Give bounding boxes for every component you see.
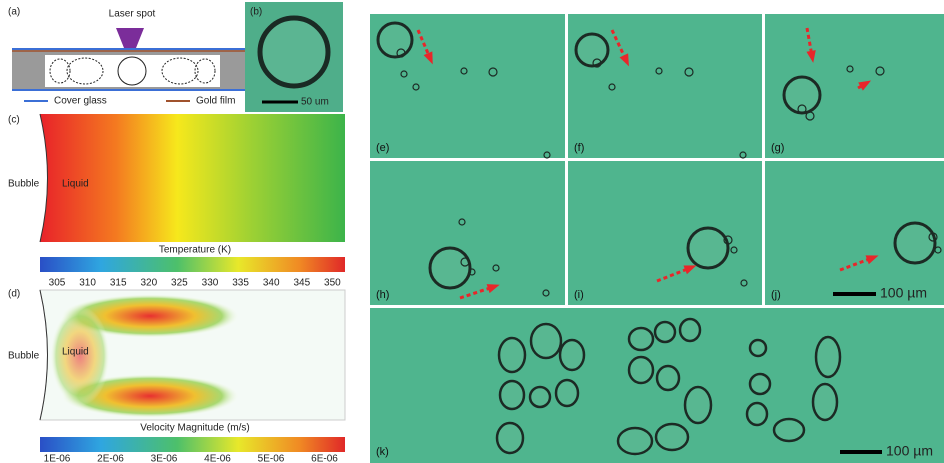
- bubble: [618, 428, 652, 454]
- liquid-region: [45, 55, 220, 87]
- legend-label: Gold film: [196, 96, 235, 107]
- bubble: [378, 23, 412, 57]
- bubble: [895, 223, 935, 263]
- bubble: [816, 337, 840, 377]
- colorbar-tick-label: 305: [49, 278, 66, 289]
- frame-label: (h): [376, 289, 389, 301]
- bubble: [560, 340, 584, 370]
- colorbar-tick-label: 315: [110, 278, 127, 289]
- colorbar-tick-label: 5E-06: [258, 454, 285, 463]
- frame-label: (f): [574, 142, 584, 154]
- frame-label: (e): [376, 142, 389, 154]
- colorbar-tick-label: 6E-06: [311, 454, 338, 463]
- colorbar-tick-label: 310: [79, 278, 96, 289]
- bubble: [556, 380, 578, 406]
- panel-label: (b): [250, 7, 262, 18]
- colorbar-tick-label: 2E-06: [97, 454, 124, 463]
- laser-label: Laser spot: [109, 9, 156, 20]
- bubble: [750, 374, 770, 394]
- liquid-label: Liquid: [62, 347, 89, 358]
- bubble: [750, 340, 766, 356]
- bubble: [813, 384, 837, 420]
- bubble: [747, 403, 767, 425]
- scale-bar-label: 100 µm: [886, 443, 933, 459]
- colorbar-tick-label: 345: [293, 278, 310, 289]
- colorbar-title: Velocity Magnitude (m/s): [140, 423, 250, 434]
- colorbar-tick-label: 320: [140, 278, 157, 289]
- colorbar-tick-label: 1E-06: [44, 454, 71, 463]
- bubble: [688, 228, 728, 268]
- colorbar-tick-label: 325: [171, 278, 188, 289]
- panel-label: (d): [8, 289, 20, 300]
- bubble: [530, 387, 550, 407]
- bubble: [576, 34, 608, 66]
- bubble: [260, 18, 328, 86]
- bubble: [629, 328, 653, 350]
- bubble: [680, 319, 700, 341]
- colorbar-tick-label: 340: [263, 278, 280, 289]
- bubble: [499, 338, 525, 372]
- colorbar-tick-label: 335: [232, 278, 249, 289]
- bubble: [430, 248, 470, 288]
- legend-label: Cover glass: [54, 96, 107, 107]
- video-frame: [568, 161, 762, 305]
- figure: (a) Laser spot Cover glass Gold film (b)…: [0, 0, 944, 463]
- scale-bar-label: 50 um: [301, 97, 329, 108]
- bubble: [774, 419, 804, 441]
- colorbar-tick-label: 4E-06: [204, 454, 231, 463]
- colorbar-tick-label: 350: [324, 278, 341, 289]
- bubble: [784, 77, 820, 113]
- bubble: [500, 381, 524, 409]
- scale-bar-label: 100 µm: [880, 285, 927, 301]
- bubble: [656, 424, 688, 450]
- frame-label: (k): [376, 446, 389, 458]
- colorbar: [40, 437, 345, 452]
- bubble: [531, 324, 561, 358]
- liquid-label: Liquid: [62, 179, 89, 190]
- frame-label: (j): [771, 289, 781, 301]
- colorbar: [40, 257, 345, 272]
- panel-label: (c): [8, 115, 20, 126]
- bubble: [685, 387, 711, 423]
- laser: [116, 28, 144, 48]
- panel-label: (a): [8, 7, 20, 18]
- frame-label: (g): [771, 142, 784, 154]
- video-frame: [370, 161, 565, 305]
- bubble-label: Bubble: [8, 351, 40, 362]
- bubble-label: Bubble: [8, 179, 40, 190]
- bubble: [497, 423, 523, 453]
- bubble: [629, 357, 653, 383]
- colorbar-title: Temperature (K): [159, 245, 231, 256]
- colorbar-tick-label: 330: [202, 278, 219, 289]
- colorbar-tick-label: 3E-06: [151, 454, 178, 463]
- bubble: [655, 322, 675, 342]
- frame-label: (i): [574, 289, 584, 301]
- bubble: [657, 366, 679, 390]
